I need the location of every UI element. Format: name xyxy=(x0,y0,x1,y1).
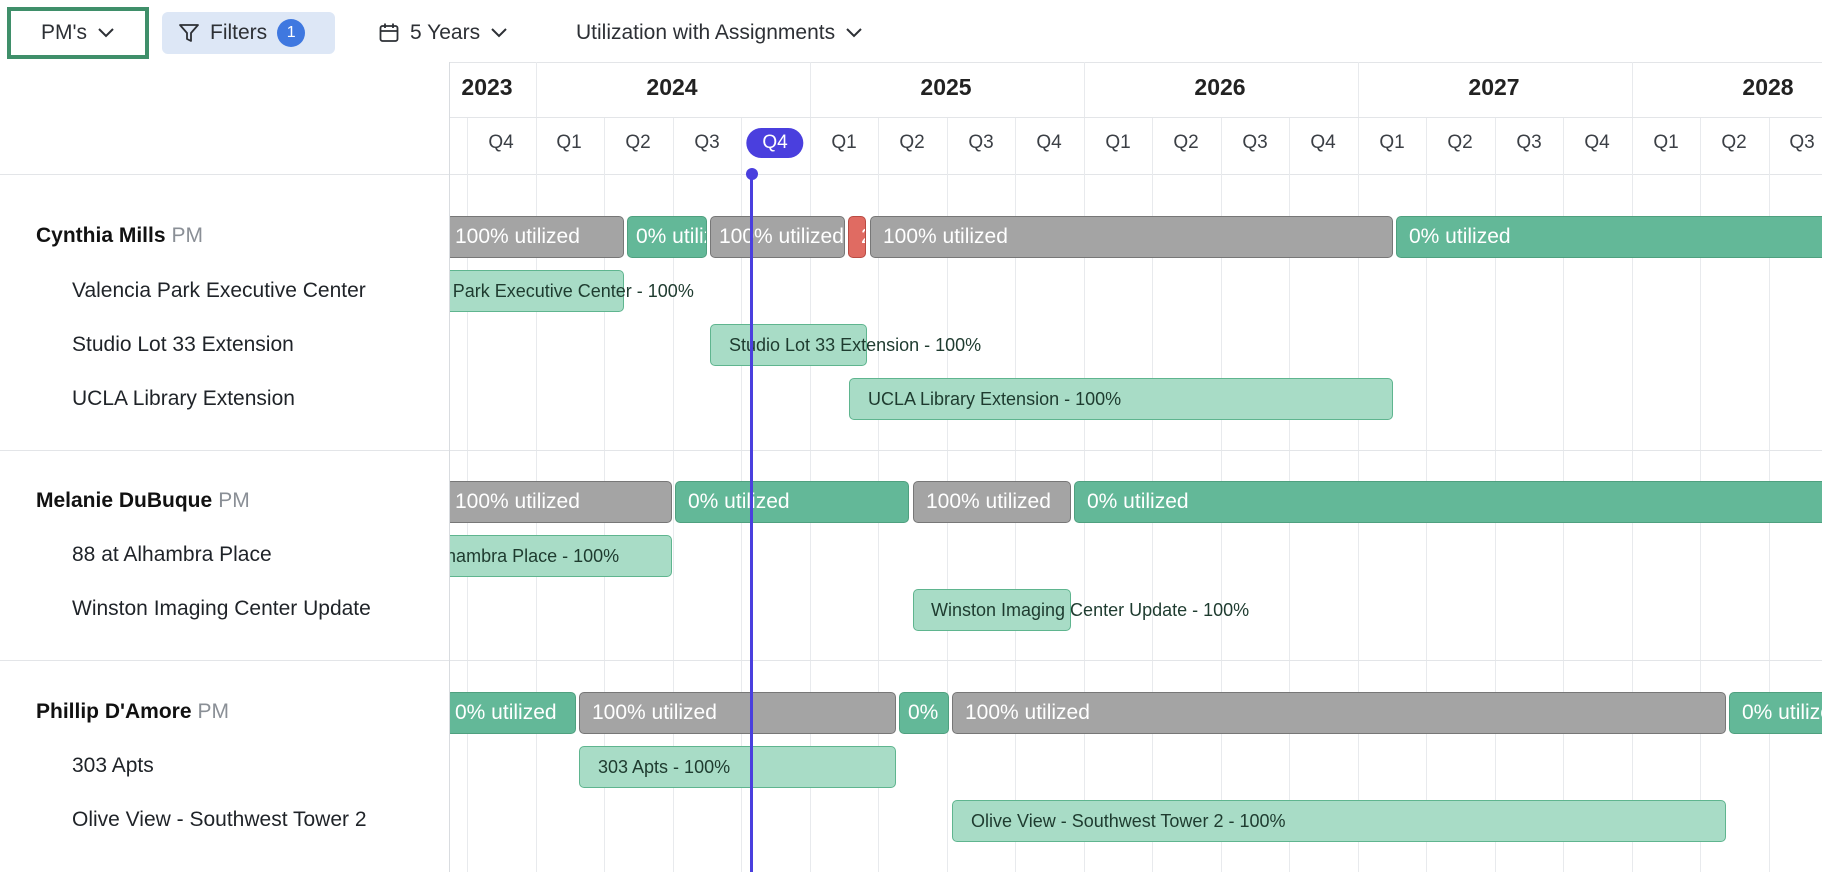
view-selector-label: PM's xyxy=(40,21,87,44)
person-name-text: Melanie DuBuque xyxy=(36,489,213,512)
quarter-label: Q4 xyxy=(1036,132,1062,153)
filters-button[interactable]: Filters 1 xyxy=(162,12,335,54)
chevron-down-icon xyxy=(491,28,507,38)
filters-count-badge: 1 xyxy=(277,19,306,47)
assignment-label: UCLA Library Extension - 100% xyxy=(868,389,1122,409)
year-label: 2023 xyxy=(461,74,513,100)
current-quarter-label: Q4 xyxy=(746,128,804,158)
chevron-down-icon xyxy=(98,28,114,38)
quarter-label: Q3 xyxy=(1516,132,1542,153)
person-name[interactable]: Cynthia Mills PM xyxy=(36,224,203,248)
date-range-label: 5 Years xyxy=(410,21,481,44)
quarter-label: Q3 xyxy=(1242,132,1268,153)
row-divider xyxy=(0,450,449,451)
person-name[interactable]: Phillip D'Amore PM xyxy=(36,700,229,724)
assignment-bar[interactable] xyxy=(952,800,1726,842)
utilization-bar[interactable]: 100% utilized xyxy=(450,216,624,258)
project-item[interactable]: 88 at Alhambra Place xyxy=(72,543,272,566)
quarter-label: Q1 xyxy=(556,132,582,153)
quarter-label: Q2 xyxy=(899,132,925,153)
project-item[interactable]: Studio Lot 33 Extension xyxy=(72,333,294,356)
row-divider xyxy=(0,660,449,661)
quarter-label: Q4 xyxy=(1584,132,1610,153)
date-range-selector[interactable]: 5 Years xyxy=(372,12,514,54)
utilization-bar[interactable]: 100% utilized xyxy=(952,692,1726,734)
assignment-bar[interactable] xyxy=(579,746,896,788)
view-selector[interactable]: PM's xyxy=(7,7,149,59)
row-divider xyxy=(450,660,1822,661)
quarter-label: Q2 xyxy=(1173,132,1199,153)
year-row-divider xyxy=(450,117,1822,118)
utilization-bar[interactable]: 100% utilized xyxy=(870,216,1393,258)
quarter-label: Q1 xyxy=(831,132,857,153)
assignment-bar[interactable] xyxy=(710,324,867,366)
quarter-gridline xyxy=(673,118,674,872)
chevron-down-icon xyxy=(846,28,862,38)
assignment-label: Winston Imaging Center Update - 100% xyxy=(931,600,1250,620)
project-item[interactable]: UCLA Library Extension xyxy=(72,387,295,410)
toolbar: PM's Filters 1 5 Years Utilization with … xyxy=(0,0,1822,63)
year-label: 2024 xyxy=(646,74,698,100)
utilization-bar[interactable]: 0% utilized xyxy=(627,216,707,258)
people-list: Cynthia Mills PM Valencia Park Executive … xyxy=(0,62,450,872)
quarter-label: Q2 xyxy=(1447,132,1473,153)
quarter-label: Q1 xyxy=(1105,132,1131,153)
project-item[interactable]: Olive View - Southwest Tower 2 xyxy=(72,808,367,831)
quarter-label: Q4 xyxy=(1310,132,1336,153)
utilization-bar[interactable]: 0% utilized xyxy=(1729,692,1822,734)
person-role: PM xyxy=(197,700,230,723)
filter-icon xyxy=(179,24,199,42)
assignment-label: Olive View - Southwest Tower 2 - 100% xyxy=(971,811,1286,831)
project-item[interactable]: Winston Imaging Center Update xyxy=(72,597,371,620)
quarter-label: Q1 xyxy=(1653,132,1679,153)
utilization-bar[interactable]: 0% utilized xyxy=(1396,216,1822,258)
assignment-bar[interactable] xyxy=(913,589,1071,631)
calendar-icon xyxy=(379,23,399,42)
year-label: 2026 xyxy=(1194,74,1246,100)
assignment-label: Studio Lot 33 Extension - 100% xyxy=(729,335,982,355)
utilization-bar[interactable]: 100% utilized xyxy=(710,216,845,258)
mode-selector[interactable]: Utilization with Assignments xyxy=(570,12,869,54)
person-role: PM xyxy=(171,224,204,247)
person-name[interactable]: Melanie DuBuque PM xyxy=(36,489,250,513)
year-label: 2025 xyxy=(920,74,972,100)
person-name-text: Cynthia Mills xyxy=(36,224,166,247)
person-name-text: Phillip D'Amore xyxy=(36,700,192,723)
project-item[interactable]: 303 Apts xyxy=(72,754,154,777)
assignment-bar[interactable] xyxy=(450,270,624,312)
timeline: 2023 2024 2025 2026 2027 2028 Q4 Q1 Q2 Q… xyxy=(450,62,1822,872)
quarter-label: Q4 xyxy=(488,132,514,153)
utilization-bar[interactable]: 100% utilized xyxy=(579,692,896,734)
utilization-bar[interactable]: 0% utilized xyxy=(450,692,576,734)
utilization-bar[interactable]: 100% utilized xyxy=(913,481,1071,523)
quarter-label: Q3 xyxy=(1789,132,1815,153)
utilization-bar[interactable]: 2 xyxy=(848,216,866,258)
quarter-label: Q2 xyxy=(1721,132,1747,153)
assignment-label: 88 at Alhambra Place - 100% xyxy=(450,546,620,566)
today-marker xyxy=(750,174,753,872)
header-divider xyxy=(0,174,449,175)
utilization-bar[interactable]: 0% utilized xyxy=(675,481,909,523)
year-label: 2027 xyxy=(1468,74,1520,100)
filters-label: Filters xyxy=(210,21,268,44)
header-divider xyxy=(450,174,1822,175)
quarter-label: Q3 xyxy=(694,132,720,153)
quarter-label: Q1 xyxy=(1379,132,1405,153)
quarter-label: Q2 xyxy=(625,132,651,153)
year-label: 2028 xyxy=(1742,74,1794,100)
assignment-label: Valencia Park Executive Center - 100% xyxy=(450,281,694,301)
assignment-bar[interactable] xyxy=(849,378,1393,420)
person-role: PM xyxy=(218,489,250,512)
today-marker-dot xyxy=(746,168,758,180)
quarter-label: Q3 xyxy=(968,132,994,153)
utilization-bar[interactable]: 0% xyxy=(899,692,949,734)
utilization-bar[interactable]: 100% utilized xyxy=(450,481,672,523)
assignment-bar[interactable] xyxy=(450,535,672,577)
assignment-label: 303 Apts - 100% xyxy=(598,757,731,777)
mode-label: Utilization with Assignments xyxy=(576,21,836,44)
row-divider xyxy=(450,450,1822,451)
utilization-bar[interactable]: 0% utilized xyxy=(1074,481,1822,523)
project-item[interactable]: Valencia Park Executive Center xyxy=(72,279,366,302)
